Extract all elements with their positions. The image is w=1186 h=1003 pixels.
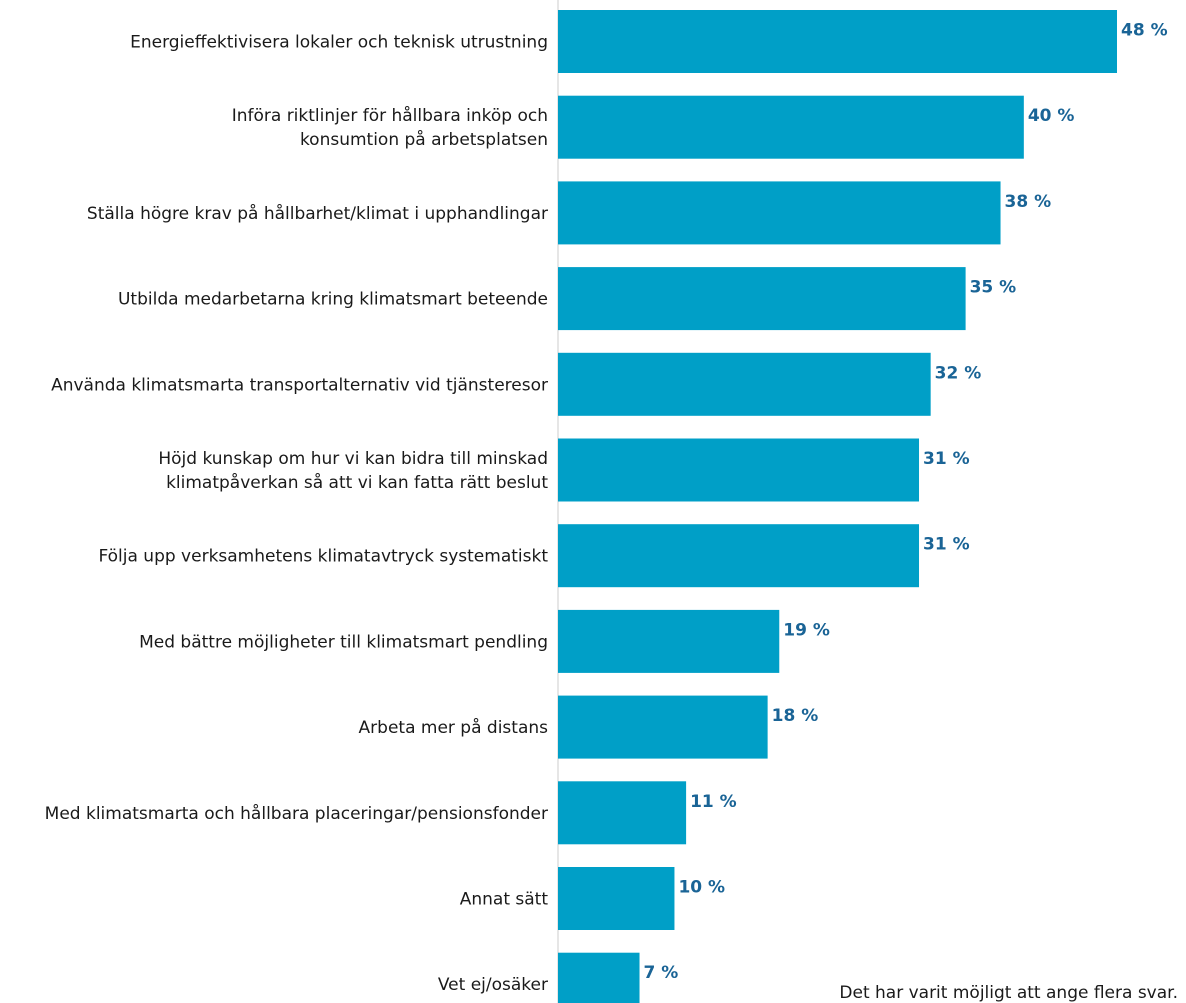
footnote: Det har varit möjligt att ange flera sva… (839, 983, 1178, 1003)
category-label: Med klimatsmarta och hållbara placeringa… (45, 803, 548, 824)
category-label: Använda klimatsmarta transportalternativ… (51, 375, 548, 395)
bar (558, 524, 920, 588)
value-label: 40 % (1028, 106, 1075, 126)
value-label: 18 % (772, 706, 819, 726)
category-label: Annat sätt (460, 890, 549, 910)
value-label: 48 % (1121, 21, 1168, 41)
value-label: 38 % (1005, 192, 1052, 212)
category-label-line: Arbeta mer på distans (359, 717, 549, 738)
category-label: Utbilda medarbetarna kring klimatsmart b… (118, 290, 548, 310)
category-label-line: Följa upp verksamhetens klimatavtryck sy… (98, 547, 548, 567)
category-label-line: Använda klimatsmarta transportalternativ… (51, 375, 548, 395)
value-label: 10 % (678, 878, 725, 898)
bar (558, 609, 780, 673)
bar (558, 781, 687, 845)
category-label-line: Annat sätt (460, 890, 549, 910)
category-label-line: Energieffektivisera lokaler och teknisk … (130, 33, 548, 53)
category-label: Följa upp verksamhetens klimatavtryck sy… (98, 547, 548, 567)
category-label-line: Införa riktlinjer för hållbara inköp och (232, 105, 548, 126)
value-label: 31 % (923, 535, 970, 555)
category-label: Vet ej/osäker (438, 975, 548, 995)
value-label: 32 % (935, 363, 982, 383)
category-label-line: Med klimatsmarta och hållbara placeringa… (45, 803, 548, 824)
category-label: Arbeta mer på distans (359, 717, 549, 738)
bar (558, 10, 1117, 73)
value-label: 35 % (970, 278, 1017, 298)
value-label: 31 % (923, 449, 970, 469)
category-label: Ställa högre krav på hållbarhet/klimat i… (87, 203, 548, 224)
bar (558, 438, 920, 502)
bar (558, 695, 768, 759)
value-label: 19 % (783, 620, 830, 640)
category-label: Införa riktlinjer för hållbara inköp och… (232, 105, 548, 150)
category-label: Höjd kunskap om hur vi kan bidra till mi… (158, 449, 548, 493)
category-label-line: Höjd kunskap om hur vi kan bidra till mi… (158, 449, 548, 469)
category-label: Med bättre möjligheter till klimatsmart … (139, 632, 548, 652)
category-label-line: Vet ej/osäker (438, 975, 548, 995)
bar (558, 867, 675, 930)
category-label-line: konsumtion på arbetsplatsen (300, 129, 548, 150)
category-label-line: klimatpåverkan så att vi kan fatta rätt … (166, 472, 548, 493)
category-label-line: Med bättre möjligheter till klimatsmart … (139, 632, 548, 652)
category-label-line: Utbilda medarbetarna kring klimatsmart b… (118, 290, 548, 310)
bar (558, 181, 1001, 245)
value-label: 7 % (644, 963, 679, 983)
bar (558, 352, 931, 416)
category-label: Energieffektivisera lokaler och teknisk … (130, 33, 548, 53)
category-label-line: Ställa högre krav på hållbarhet/klimat i… (87, 203, 548, 224)
value-label: 11 % (690, 792, 737, 812)
bar (558, 267, 966, 331)
bar (558, 952, 640, 1003)
bar (558, 95, 1024, 159)
